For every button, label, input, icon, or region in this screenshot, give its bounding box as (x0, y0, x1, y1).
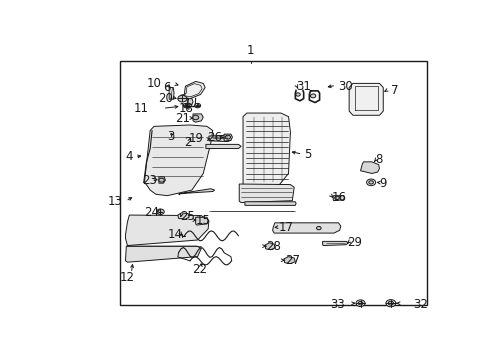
Polygon shape (348, 84, 383, 115)
Text: 19: 19 (188, 132, 203, 145)
Text: 8: 8 (375, 153, 382, 166)
Circle shape (316, 226, 321, 230)
Text: 29: 29 (346, 236, 362, 249)
Text: 9: 9 (379, 177, 386, 190)
Circle shape (387, 301, 393, 305)
Text: 31: 31 (296, 80, 310, 93)
Polygon shape (169, 87, 174, 99)
Polygon shape (322, 242, 347, 246)
Polygon shape (243, 113, 290, 188)
Text: 10: 10 (146, 77, 161, 90)
Bar (120, 61, 426, 305)
Circle shape (358, 302, 362, 305)
Polygon shape (178, 213, 189, 219)
Text: 11: 11 (133, 102, 148, 115)
Text: 24: 24 (143, 206, 159, 219)
Polygon shape (195, 217, 208, 225)
Circle shape (366, 179, 375, 186)
Text: 25: 25 (180, 210, 195, 223)
Text: 23: 23 (142, 174, 156, 187)
Circle shape (385, 300, 395, 307)
Text: 20: 20 (158, 92, 173, 105)
Circle shape (183, 103, 189, 108)
Text: 14: 14 (167, 228, 182, 241)
Polygon shape (244, 202, 296, 205)
Polygon shape (284, 257, 295, 264)
Polygon shape (272, 223, 340, 233)
Text: 27: 27 (284, 254, 299, 267)
Polygon shape (264, 243, 275, 250)
Text: 32: 32 (413, 298, 427, 311)
Circle shape (192, 115, 198, 120)
Text: 1: 1 (246, 45, 254, 58)
Polygon shape (180, 81, 205, 99)
Text: 3: 3 (167, 130, 174, 143)
Text: 22: 22 (192, 262, 206, 276)
Circle shape (334, 196, 339, 199)
Text: 18: 18 (178, 102, 193, 115)
Text: 30: 30 (337, 80, 352, 93)
Text: 7: 7 (390, 84, 398, 97)
Circle shape (156, 209, 164, 215)
Polygon shape (125, 246, 201, 262)
Polygon shape (193, 114, 203, 122)
Polygon shape (208, 135, 231, 141)
Circle shape (310, 94, 315, 98)
Text: 17: 17 (279, 221, 293, 234)
Text: 5: 5 (303, 148, 310, 161)
Polygon shape (239, 184, 294, 203)
Polygon shape (224, 134, 232, 141)
Circle shape (159, 178, 164, 182)
Polygon shape (360, 162, 379, 174)
Text: 2: 2 (184, 136, 191, 149)
Circle shape (295, 93, 300, 96)
Polygon shape (178, 189, 214, 194)
Polygon shape (143, 125, 212, 195)
Polygon shape (205, 144, 241, 149)
Text: 28: 28 (265, 240, 280, 253)
Text: 26: 26 (207, 131, 222, 144)
Circle shape (178, 95, 186, 102)
Polygon shape (125, 215, 208, 246)
Text: 6: 6 (163, 81, 171, 94)
Text: 16: 16 (331, 190, 346, 203)
Text: 33: 33 (330, 298, 345, 311)
Circle shape (225, 135, 230, 139)
Text: 4: 4 (125, 150, 133, 163)
Polygon shape (187, 99, 193, 105)
Polygon shape (332, 195, 344, 201)
Circle shape (368, 181, 373, 184)
Text: 15: 15 (195, 214, 210, 227)
Circle shape (355, 300, 365, 306)
Polygon shape (159, 177, 165, 183)
Text: 21: 21 (175, 112, 189, 125)
Text: 12: 12 (120, 271, 135, 284)
Circle shape (194, 103, 200, 108)
Text: 13: 13 (107, 195, 122, 208)
